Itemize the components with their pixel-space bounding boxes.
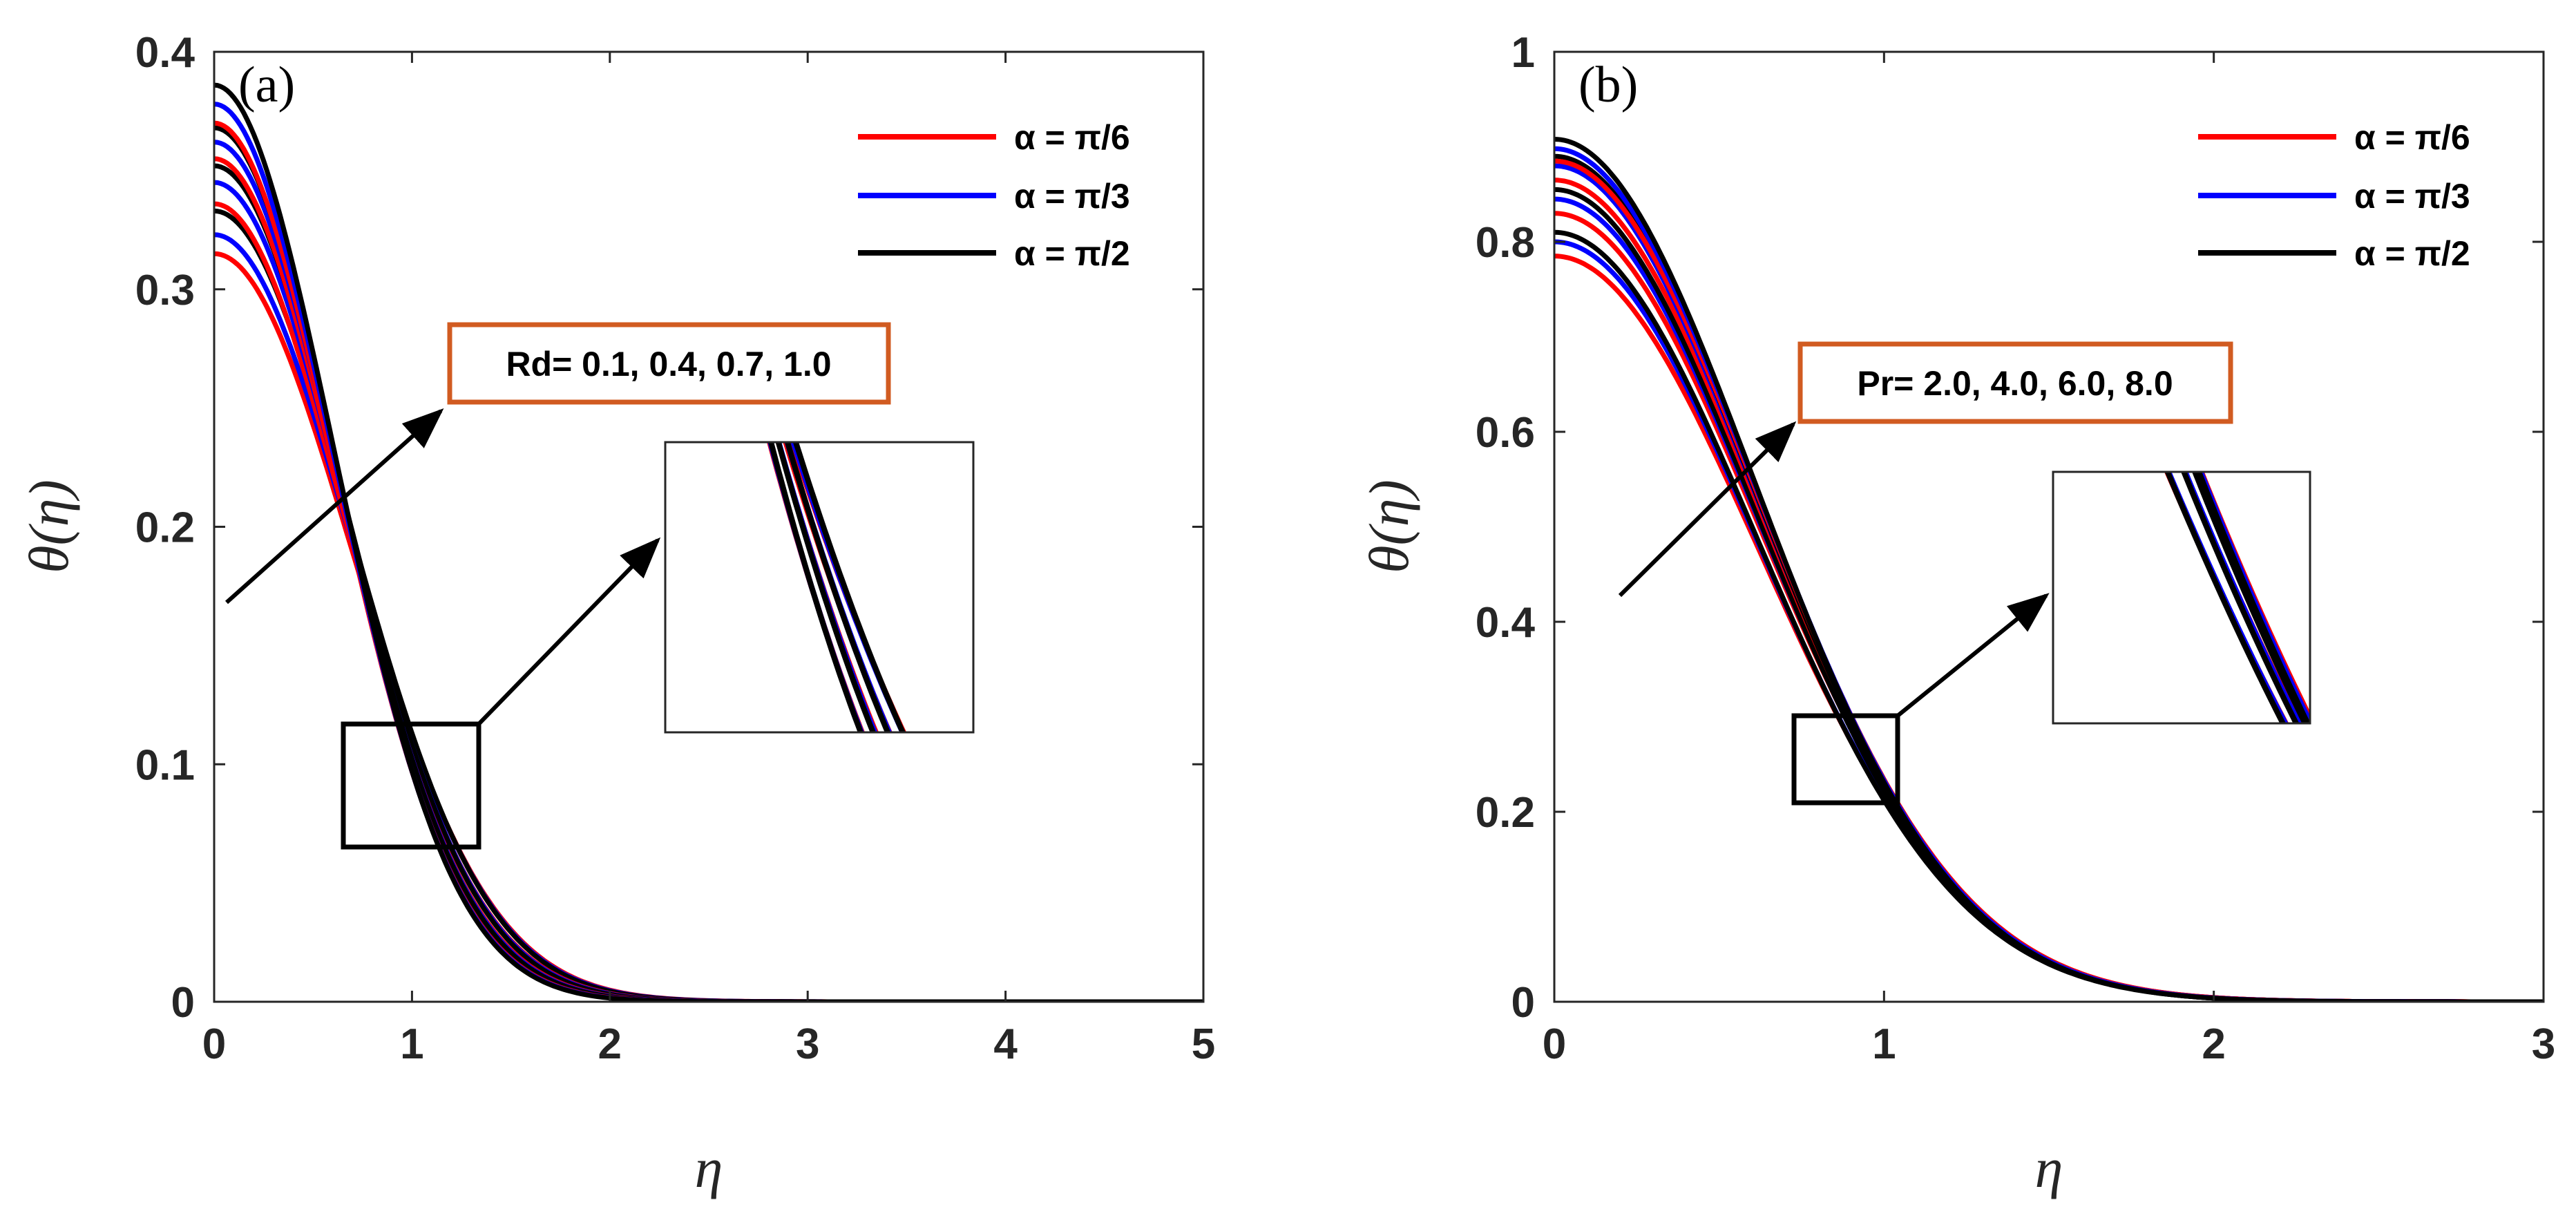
inset-curves-b (2164, 472, 2310, 723)
x-tick-label-b-1: 1 (1872, 1020, 1896, 1068)
inset-curve-b-11 (2195, 472, 2310, 723)
y-tick-label-a-1: 0.1 (135, 741, 195, 789)
legend-label-b-0: α = π/6 (2354, 118, 2470, 157)
inset-curve-a-0 (789, 442, 907, 732)
curve-b-10 (1554, 146, 2544, 1002)
inset-curves-a (766, 442, 907, 732)
legend-a: α = π/6 α = π/3 α = π/2 (858, 118, 1130, 273)
y-tick-label-b-4: 0.8 (1476, 219, 1535, 267)
zoom-arrow-b (1896, 593, 2050, 718)
legend-label-b-2: α = π/2 (2354, 234, 2470, 273)
y-tick-label-b-5: 1 (1511, 29, 1535, 77)
y-axis-label-b: θ(η) (1357, 479, 1420, 573)
x-tick-label-b-2: 2 (2202, 1020, 2225, 1068)
zoom-arrow-a (477, 537, 661, 726)
legend-label-a-2: α = π/2 (1014, 234, 1130, 273)
x-tick-label-b-0: 0 (1543, 1020, 1566, 1068)
y-tick-label-b-3: 0.6 (1476, 409, 1535, 457)
annotation-text-b: Pr= 2.0, 4.0, 6.0, 8.0 (1857, 364, 2173, 403)
curve-b-8 (1554, 153, 2544, 1002)
y-tick-label-a-3: 0.3 (135, 267, 195, 314)
inset-curve-a-11 (767, 442, 864, 732)
panel-b: 0 1 2 3 0 0.2 0.4 0.6 0.8 1 η θ(η) (b) α = π/6 α… (1357, 29, 2555, 1199)
x-axis-label-a: η (695, 1136, 723, 1199)
curve-b-7 (1554, 163, 2544, 1002)
y-ticks-a: 0 0.1 0.2 0.3 0.4 (135, 29, 1203, 1027)
y-tick-label-b-2: 0.4 (1476, 599, 1536, 647)
legend-label-a-1: α = π/3 (1014, 177, 1130, 216)
inset-curve-b-8 (2192, 472, 2309, 723)
x-ticks-a: 0 1 2 3 4 5 (202, 52, 1215, 1068)
y-tick-label-a-0: 0 (171, 979, 195, 1027)
legend-label-b-1: α = π/3 (2354, 177, 2470, 216)
x-tick-label-a-5: 5 (1192, 1020, 1215, 1068)
annotation-box-a (447, 322, 891, 405)
y-tick-label-a-4: 0.4 (135, 29, 195, 77)
annotation-box-b (1797, 341, 2233, 424)
inset-curve-a-2 (792, 442, 906, 732)
inset-frame-b (2052, 470, 2311, 725)
y-tick-label-b-0: 0 (1511, 979, 1535, 1027)
plot-frame-b (1553, 50, 2545, 1003)
legend-label-a-0: α = π/6 (1014, 118, 1130, 157)
panel-label-b: (b) (1578, 57, 1638, 113)
y-tick-label-b-1: 0.2 (1476, 789, 1535, 837)
inset-curve-a-8 (775, 442, 877, 732)
inset-curve-b-2 (2164, 472, 2287, 723)
inset-curve-a-1 (790, 442, 906, 732)
panel-a: 0 1 2 3 4 5 0 0.1 0.2 0.3 0.4 η θ(η) (a) α = π/6 … (17, 29, 1215, 1199)
x-tick-label-a-1: 1 (400, 1020, 423, 1068)
y-tick-label-a-2: 0.2 (135, 504, 195, 552)
zoom-box-a (341, 721, 481, 850)
panel-label-a: (a) (238, 57, 295, 113)
y-axis-label-a: θ(η) (17, 479, 80, 573)
curve-b-4 (1554, 196, 2544, 1002)
curve-b-3 (1554, 211, 2544, 1002)
curve-b-6 (1554, 178, 2544, 1002)
x-tick-label-a-2: 2 (598, 1020, 622, 1068)
x-tick-label-a-4: 4 (993, 1020, 1018, 1068)
zoom-box-b (1791, 713, 1900, 806)
inset-curve-b-5 (2181, 472, 2300, 723)
curve-b-9 (1554, 158, 2544, 1002)
x-ticks-b: 0 1 2 3 (1543, 52, 2555, 1068)
x-axis-label-b: η (2035, 1136, 2063, 1199)
x-tick-label-a-3: 3 (796, 1020, 819, 1068)
inset-curve-a-5 (784, 442, 891, 732)
legend-b: α = π/6 α = π/3 α = π/2 (2198, 118, 2470, 273)
curve-b-5 (1554, 187, 2544, 1002)
x-tick-label-b-3: 3 (2532, 1020, 2555, 1068)
annotation-text-a: Rd= 0.1, 0.4, 0.7, 1.0 (506, 345, 831, 383)
x-tick-label-a-0: 0 (202, 1020, 226, 1068)
trend-arrow-b (1618, 421, 1797, 598)
y-ticks-b: 0 0.2 0.4 0.6 0.8 1 (1476, 29, 2544, 1027)
trend-arrow-a (225, 408, 444, 605)
inset-frame-a (664, 441, 975, 734)
